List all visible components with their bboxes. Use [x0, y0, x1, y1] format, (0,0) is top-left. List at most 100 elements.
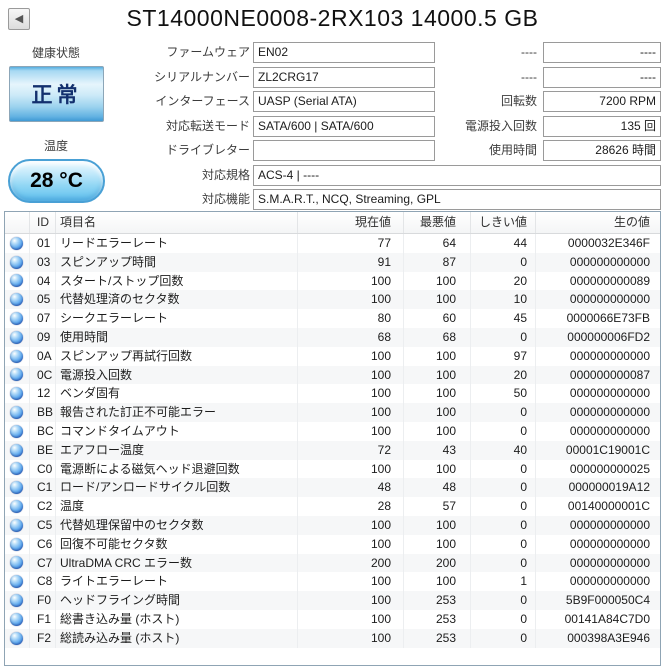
status-cell	[5, 346, 30, 366]
raw-value: 000000000000	[569, 555, 650, 570]
current-value: 100	[298, 290, 404, 310]
threshold-value: 0	[471, 459, 536, 479]
header-worst[interactable]: 最悪値	[404, 212, 471, 233]
status-cell	[5, 290, 30, 310]
raw-value: 000000000000	[569, 405, 650, 420]
worst-value: 253	[404, 609, 471, 629]
table-row[interactable]: 0C 電源投入回数 100 100 20 000000000087	[5, 365, 660, 385]
status-orb-icon	[10, 631, 23, 645]
table-row[interactable]: F0 ヘッドフライング時間 100 253 0 5B9F000050C4	[5, 591, 660, 610]
table-row[interactable]: C6 回復不可能セクタ数 100 100 0 000000000000	[5, 534, 660, 554]
worst-value: 100	[404, 384, 471, 404]
table-row[interactable]: C1 ロード/アンロードサイクル回数 48 48 0 000000019A12	[5, 478, 660, 498]
rotation-rate-field[interactable]: 7200 RPM	[543, 91, 661, 112]
health-status-button[interactable]: 正常	[9, 66, 104, 122]
status-cell	[5, 553, 30, 573]
current-value: 77	[298, 234, 404, 253]
drive-letter-field[interactable]	[253, 140, 435, 161]
worst-value: 57	[404, 497, 471, 516]
status-cell	[5, 327, 30, 347]
raw-value: 000000000089	[569, 273, 650, 288]
header-status-column[interactable]	[5, 212, 30, 233]
table-row[interactable]: 01 リードエラーレート 77 64 44 0000032E346F	[5, 234, 660, 253]
attribute-name: ヘッドフライング時間	[56, 591, 298, 610]
attribute-name: 回復不可能セクタ数	[56, 534, 298, 554]
status-cell	[5, 440, 30, 460]
table-row[interactable]: C2 温度 28 57 0 00140000001C	[5, 497, 660, 516]
table-row[interactable]: 0A スピンアップ再試行回数 100 100 97 000000000000	[5, 346, 660, 366]
table-row[interactable]: 07 シークエラーレート 80 60 45 0000066E73FB	[5, 309, 660, 328]
status-orb-icon	[10, 330, 23, 344]
attribute-id: C1	[30, 478, 56, 498]
current-value: 100	[298, 421, 404, 441]
worst-value: 100	[404, 534, 471, 554]
temperature-label: 温度	[43, 139, 68, 153]
worst-value: 100	[404, 515, 471, 535]
status-orb-icon	[10, 518, 23, 532]
attribute-id: C6	[30, 534, 56, 554]
table-row[interactable]: C5 代替処理保留中のセクタ数 100 100 0 000000000000	[5, 515, 660, 535]
transfer-mode-field[interactable]: SATA/600 | SATA/600	[253, 116, 435, 137]
status-orb-icon	[10, 424, 23, 438]
header-threshold[interactable]: しきい値	[471, 212, 536, 233]
table-row[interactable]: C8 ライトエラーレート 100 100 1 000000000000	[5, 572, 660, 592]
table-row[interactable]: 09 使用時間 68 68 0 000000006FD2	[5, 327, 660, 347]
power-on-hours-field[interactable]: 28626 時間	[543, 140, 661, 161]
attribute-name: リードエラーレート	[56, 234, 298, 253]
threshold-value: 0	[471, 252, 536, 272]
stat2-field[interactable]: ----	[543, 67, 661, 88]
firmware-field[interactable]: EN02	[253, 42, 435, 63]
table-row[interactable]: BB 報告された訂正不可能エラー 100 100 0 000000000000	[5, 403, 660, 422]
header-current[interactable]: 現在値	[298, 212, 404, 233]
firmware-label: ファームウェア	[166, 45, 250, 59]
attribute-id: C7	[30, 553, 56, 573]
worst-value: 43	[404, 440, 471, 460]
attribute-name: 電源断による磁気ヘッド退避回数	[56, 459, 298, 479]
header-attribute[interactable]: 項目名	[56, 212, 298, 233]
serial-number-field[interactable]: ZL2CRG17	[253, 67, 435, 88]
threshold-value: 0	[471, 497, 536, 516]
features-field[interactable]: S.M.A.R.T., NCQ, Streaming, GPL	[253, 189, 661, 210]
attribute-id: 0A	[30, 346, 56, 366]
threshold-value: 0	[471, 515, 536, 535]
attribute-name: スピンアップ再試行回数	[56, 346, 298, 366]
table-row[interactable]: 04 スタート/ストップ回数 100 100 20 000000000089	[5, 271, 660, 291]
stat1-field[interactable]: ----	[543, 42, 661, 63]
table-row[interactable]: BE エアフロー温度 72 43 40 00001C19001C	[5, 440, 660, 460]
worst-value: 100	[404, 365, 471, 385]
worst-value: 200	[404, 553, 471, 573]
status-orb-icon	[10, 593, 23, 607]
raw-value: 000000000000	[569, 292, 650, 307]
table-row[interactable]: F2 総読み込み量 (ホスト) 100 253 0 000398A3E946	[5, 628, 660, 648]
header-raw-value[interactable]: 生の値	[613, 215, 650, 229]
threshold-value: 40	[471, 440, 536, 460]
current-value: 100	[298, 609, 404, 629]
raw-value: 000000000000	[569, 574, 650, 589]
header-id[interactable]: ID	[30, 212, 56, 233]
status-cell	[5, 384, 30, 404]
smart-table: ID 項目名 現在値 最悪値 しきい値 生の値 01 リードエラーレート 77 64 4…	[4, 211, 661, 666]
attribute-id: C5	[30, 515, 56, 535]
table-row[interactable]: BC コマンドタイムアウト 100 100 0 000000000000	[5, 421, 660, 441]
power-on-count-field[interactable]: 135 回	[543, 116, 661, 137]
temperature-indicator[interactable]: 28 °C	[8, 159, 105, 203]
table-row[interactable]: 12 ベンダ固有 100 100 50 000000000000	[5, 384, 660, 404]
table-row[interactable]: C7 UltraDMA CRC エラー数 200 200 0 000000000000	[5, 553, 660, 573]
serial-number-label: シリアルナンバー	[154, 70, 250, 84]
table-row[interactable]: C0 電源断による磁気ヘッド退避回数 100 100 0 000000000025	[5, 459, 660, 479]
threshold-value: 10	[471, 290, 536, 310]
interface-field[interactable]: UASP (Serial ATA)	[253, 91, 435, 112]
back-button[interactable]: ◀	[8, 8, 30, 30]
attribute-id: F1	[30, 609, 56, 629]
table-row[interactable]: 03 スピンアップ時間 91 87 0 000000000000	[5, 252, 660, 272]
attribute-id: 03	[30, 252, 56, 272]
threshold-value: 0	[471, 609, 536, 629]
table-row[interactable]: 05 代替処理済のセクタ数 100 100 10 000000000000	[5, 290, 660, 310]
table-row[interactable]: F1 総書き込み量 (ホスト) 100 253 0 00141A84C7D0	[5, 609, 660, 629]
threshold-value: 20	[471, 365, 536, 385]
standard-field[interactable]: ACS-4 | ----	[253, 165, 661, 186]
status-orb-icon	[10, 293, 23, 307]
raw-value: 00140000001C	[567, 499, 650, 514]
worst-value: 253	[404, 591, 471, 610]
attribute-id: C0	[30, 459, 56, 479]
